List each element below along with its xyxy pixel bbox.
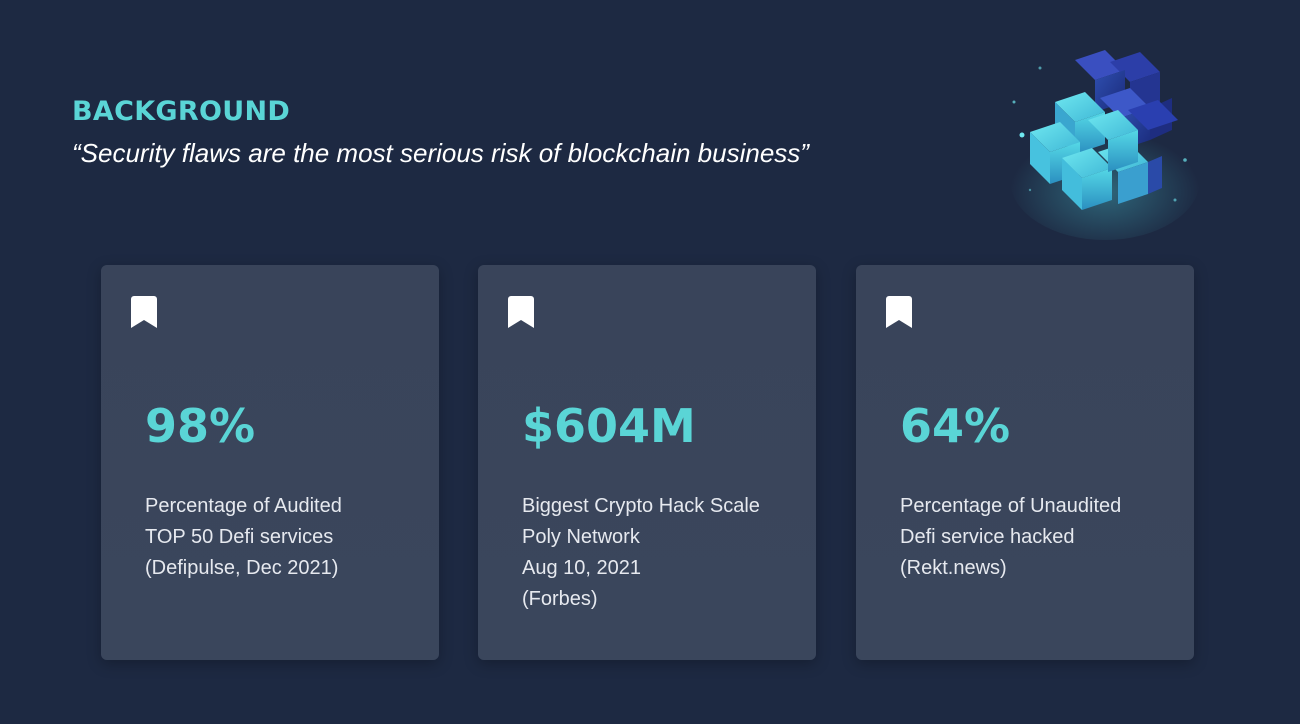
blockchain-cubes-icon: [1010, 50, 1200, 240]
section-title: BACKGROUND: [72, 96, 291, 127]
stat-description: Percentage of Audited TOP 50 Defi servic…: [145, 491, 342, 584]
stat-description: Percentage of Unaudited Defi service hac…: [900, 491, 1121, 584]
stat-card-unaudited-hacked: 64% Percentage of Unaudited Defi service…: [856, 265, 1194, 660]
stat-value: $604M: [522, 399, 696, 453]
quote-subtitle: “Security flaws are the most serious ris…: [72, 138, 809, 168]
stat-date: Aug 10, 2021: [522, 557, 641, 579]
stat-description: Biggest Crypto Hack Scale Poly Network A…: [522, 491, 760, 615]
stat-description-line: Poly Network: [522, 526, 640, 548]
stat-card-audited: 98% Percentage of Audited TOP 50 Defi se…: [101, 265, 439, 660]
stat-description-line: Percentage of Audited: [145, 495, 342, 517]
stat-source: (Rekt.news): [900, 557, 1007, 579]
stat-card-hack-scale: $604M Biggest Crypto Hack Scale Poly Net…: [478, 265, 816, 660]
stat-source: (Forbes): [522, 588, 598, 610]
stat-value: 98%: [145, 399, 256, 453]
bookmark-icon: [131, 296, 157, 328]
stat-description-line: Percentage of Unaudited: [900, 495, 1122, 517]
stat-description-line: TOP 50 Defi services: [145, 526, 334, 548]
bookmark-icon: [886, 296, 912, 328]
stat-source: (Defipulse, Dec 2021): [145, 557, 339, 579]
stat-value: 64%: [900, 399, 1011, 453]
bookmark-icon: [508, 296, 534, 328]
stat-description-line: Defi service hacked: [900, 526, 1075, 548]
stat-description-line: Biggest Crypto Hack Scale: [522, 495, 760, 517]
